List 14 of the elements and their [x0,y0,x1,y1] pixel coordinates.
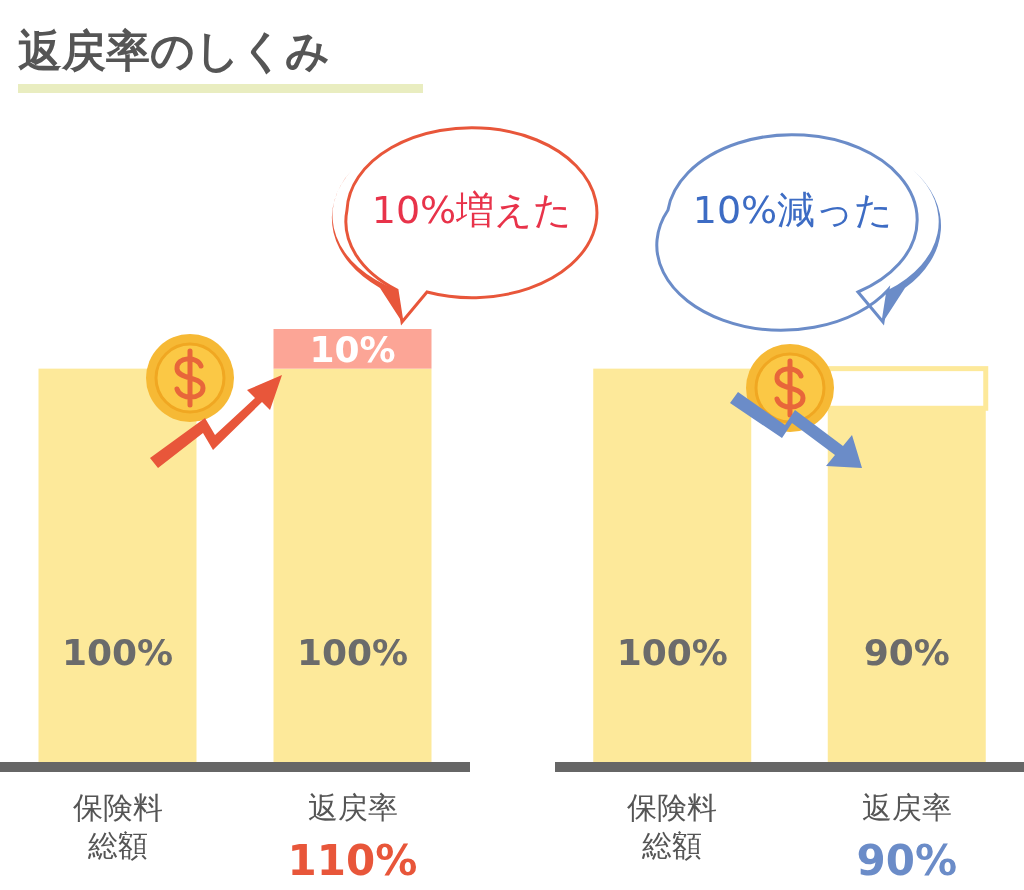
text: 10%増えた [371,188,573,232]
data-label: 100% [616,632,728,673]
text: 10%減った [692,188,894,232]
x-tick-label: 返戻率 [307,790,398,825]
data-label: 10% [309,328,396,370]
data-label: 90% [863,632,950,673]
x-tick-label: 保険料総額 [72,790,163,863]
x-tick-label: 返戻率 [861,790,952,825]
text: 90% [856,836,958,885]
text: 110% [287,836,418,885]
x-tick-label: 保険料総額 [627,790,718,863]
data-label: 100% [296,632,409,673]
chart-title: 返戻率のしくみ [18,25,330,76]
data-label: 100% [61,632,174,673]
